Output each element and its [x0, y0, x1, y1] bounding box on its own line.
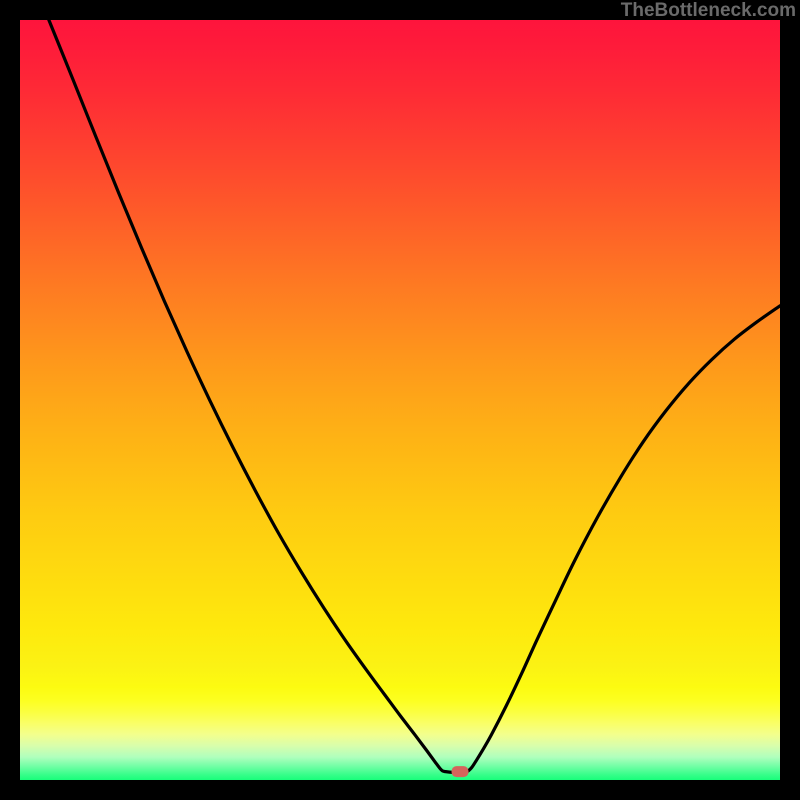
chart-background [20, 20, 780, 780]
attribution-label: TheBottleneck.com [621, 0, 796, 22]
optimum-marker [452, 766, 469, 777]
chart-canvas [0, 0, 800, 800]
bottleneck-chart: TheBottleneck.com [0, 0, 800, 800]
